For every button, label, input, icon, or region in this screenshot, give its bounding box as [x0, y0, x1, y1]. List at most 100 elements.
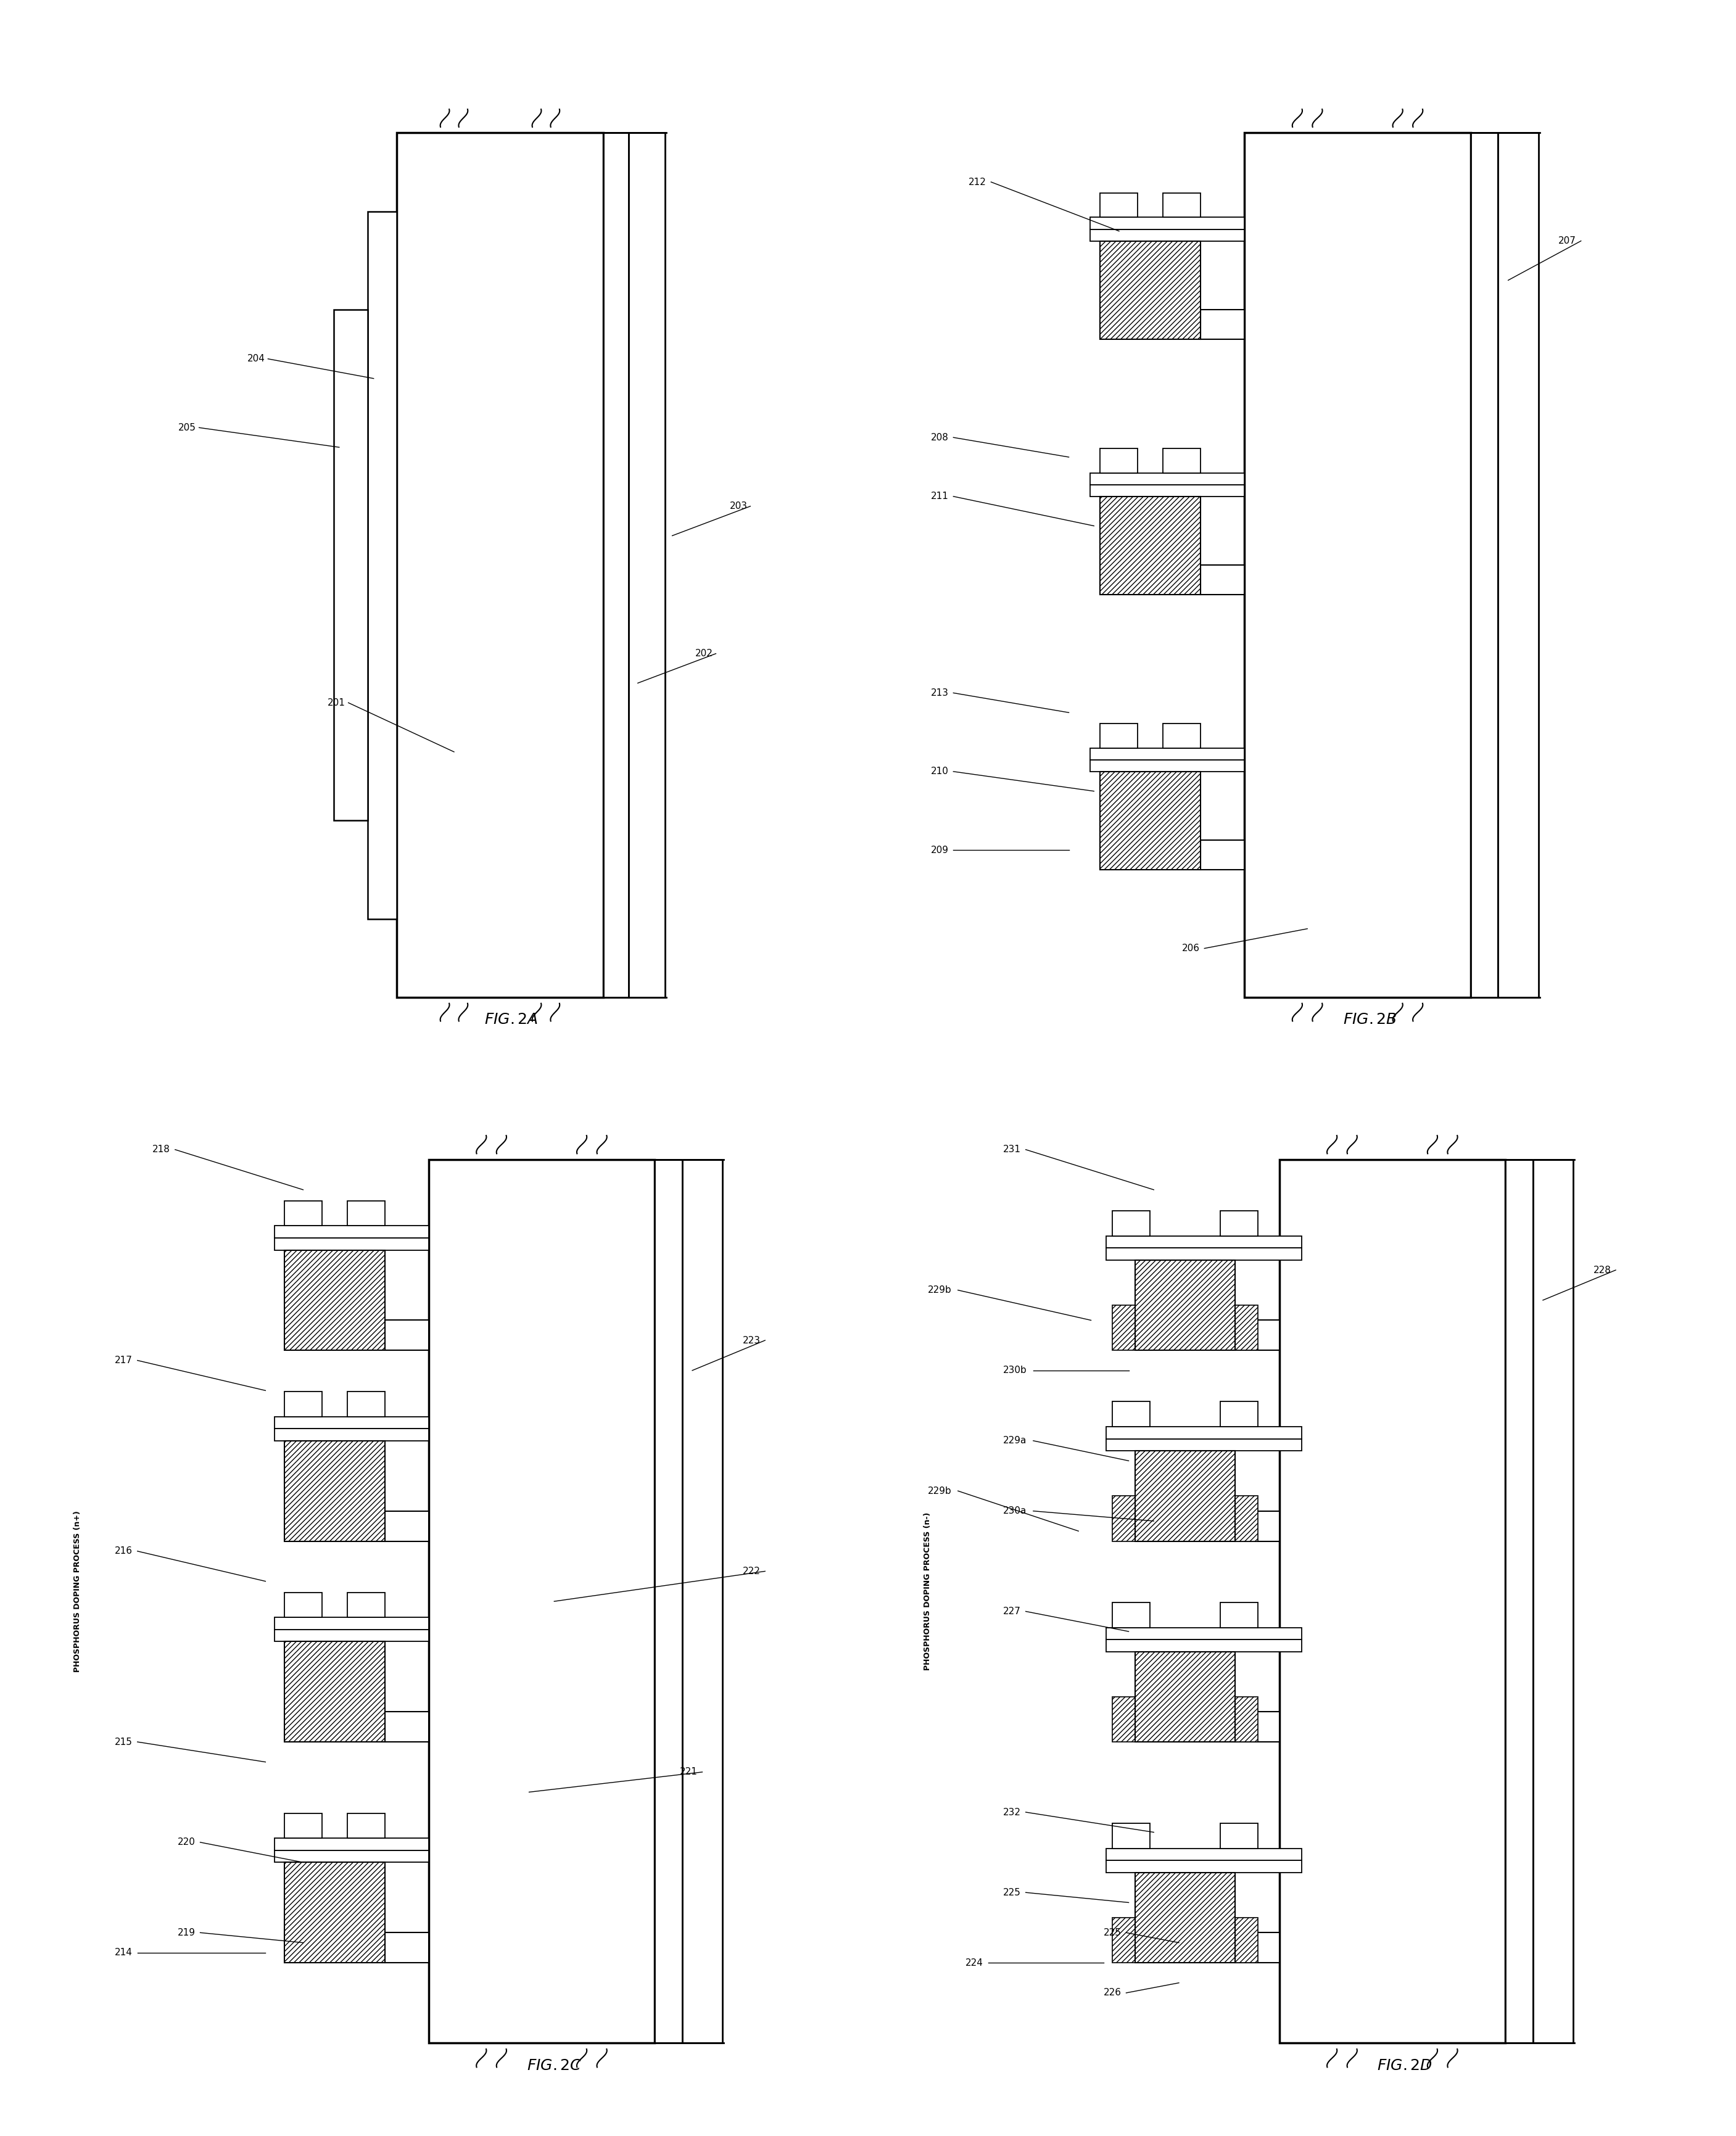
- Bar: [274, 1226, 429, 1239]
- Bar: [1163, 449, 1201, 472]
- Text: 229a: 229a: [1003, 1435, 1026, 1446]
- Bar: [385, 1933, 429, 1963]
- Text: 202: 202: [694, 649, 713, 658]
- Text: 218: 218: [153, 1145, 170, 1153]
- Text: 225: 225: [1003, 1888, 1021, 1897]
- Bar: [1135, 1260, 1236, 1350]
- Bar: [1220, 1824, 1259, 1848]
- Bar: [1163, 724, 1201, 748]
- Bar: [1245, 132, 1470, 998]
- Text: $\mathit{FIG.2D}$: $\mathit{FIG.2D}$: [1377, 2059, 1432, 2074]
- Bar: [1220, 1602, 1259, 1628]
- Bar: [1101, 449, 1137, 472]
- Bar: [1113, 1211, 1149, 1237]
- Bar: [604, 132, 628, 998]
- Bar: [1113, 1824, 1149, 1848]
- Bar: [274, 1630, 429, 1640]
- Text: PHOSPHORUS DOPING PROCESS (n+): PHOSPHORUS DOPING PROCESS (n+): [73, 1510, 82, 1672]
- Text: 229b: 229b: [927, 1286, 951, 1294]
- Text: 221: 221: [681, 1766, 698, 1777]
- Bar: [285, 1591, 321, 1617]
- Text: 229b: 229b: [927, 1487, 951, 1495]
- Bar: [385, 1711, 429, 1743]
- Text: 217: 217: [115, 1356, 132, 1365]
- Bar: [1236, 1495, 1259, 1542]
- Bar: [1106, 1440, 1302, 1450]
- Text: $\mathit{FIG.2A}$: $\mathit{FIG.2A}$: [484, 1012, 538, 1027]
- Bar: [1106, 1237, 1302, 1247]
- Text: $\mathit{FIG.2C}$: $\mathit{FIG.2C}$: [526, 2059, 582, 2074]
- Bar: [1090, 760, 1245, 771]
- Text: 201: 201: [328, 698, 345, 707]
- Bar: [1090, 472, 1245, 485]
- Bar: [1101, 724, 1137, 748]
- Bar: [1470, 132, 1498, 998]
- Bar: [274, 1839, 429, 1850]
- Bar: [1236, 1933, 1279, 1963]
- Text: 228: 228: [1594, 1265, 1611, 1275]
- Text: 207: 207: [1559, 237, 1576, 246]
- Bar: [285, 1250, 385, 1350]
- Bar: [1220, 1401, 1259, 1427]
- Bar: [1236, 1305, 1259, 1350]
- Text: 215: 215: [115, 1737, 132, 1747]
- Text: 230a: 230a: [1003, 1506, 1026, 1517]
- Bar: [1498, 132, 1538, 998]
- Bar: [385, 1320, 429, 1350]
- Bar: [1201, 310, 1245, 340]
- Text: 208: 208: [930, 434, 948, 442]
- Bar: [1236, 1711, 1279, 1743]
- Bar: [1106, 1427, 1302, 1440]
- Bar: [285, 1391, 321, 1416]
- Bar: [274, 1429, 429, 1440]
- Bar: [1113, 1401, 1149, 1427]
- Bar: [1101, 192, 1137, 218]
- Bar: [1135, 1873, 1236, 1963]
- Bar: [285, 1863, 385, 1963]
- Text: 219: 219: [177, 1929, 196, 1937]
- Bar: [396, 132, 604, 998]
- Bar: [1505, 1160, 1533, 2042]
- Text: 222: 222: [743, 1566, 760, 1576]
- Text: 211: 211: [930, 491, 948, 502]
- Text: 230b: 230b: [1003, 1365, 1028, 1376]
- Bar: [1090, 748, 1245, 760]
- Bar: [1106, 1860, 1302, 1873]
- Text: 223: 223: [743, 1335, 760, 1346]
- Text: 216: 216: [115, 1546, 132, 1555]
- Bar: [347, 1813, 385, 1839]
- Text: 205: 205: [179, 423, 196, 431]
- Bar: [285, 1200, 321, 1226]
- Bar: [1533, 1160, 1573, 2042]
- Bar: [1279, 1160, 1505, 2042]
- Bar: [682, 1160, 722, 2042]
- Text: 227: 227: [1003, 1606, 1021, 1617]
- Text: 213: 213: [930, 688, 948, 698]
- Bar: [1113, 1918, 1135, 1963]
- Bar: [1236, 1918, 1259, 1963]
- Bar: [1236, 1320, 1279, 1350]
- Bar: [1090, 229, 1245, 241]
- Bar: [1220, 1211, 1259, 1237]
- Text: 209: 209: [930, 846, 948, 854]
- Bar: [1163, 192, 1201, 218]
- Bar: [1106, 1247, 1302, 1260]
- Bar: [1236, 1696, 1259, 1743]
- Bar: [285, 1440, 385, 1542]
- Text: 203: 203: [729, 502, 748, 511]
- Text: 226: 226: [1104, 1989, 1121, 1997]
- Bar: [368, 211, 396, 918]
- Text: 204: 204: [247, 355, 266, 363]
- Bar: [1090, 218, 1245, 229]
- Bar: [654, 1160, 682, 2042]
- Bar: [274, 1850, 429, 1863]
- Bar: [1113, 1696, 1135, 1743]
- Bar: [274, 1617, 429, 1630]
- Bar: [274, 1416, 429, 1429]
- Text: $\mathit{FIG.2B}$: $\mathit{FIG.2B}$: [1344, 1012, 1397, 1027]
- Bar: [1106, 1848, 1302, 1860]
- Text: 214: 214: [115, 1948, 132, 1957]
- Bar: [285, 1640, 385, 1743]
- Bar: [333, 310, 368, 820]
- Bar: [347, 1591, 385, 1617]
